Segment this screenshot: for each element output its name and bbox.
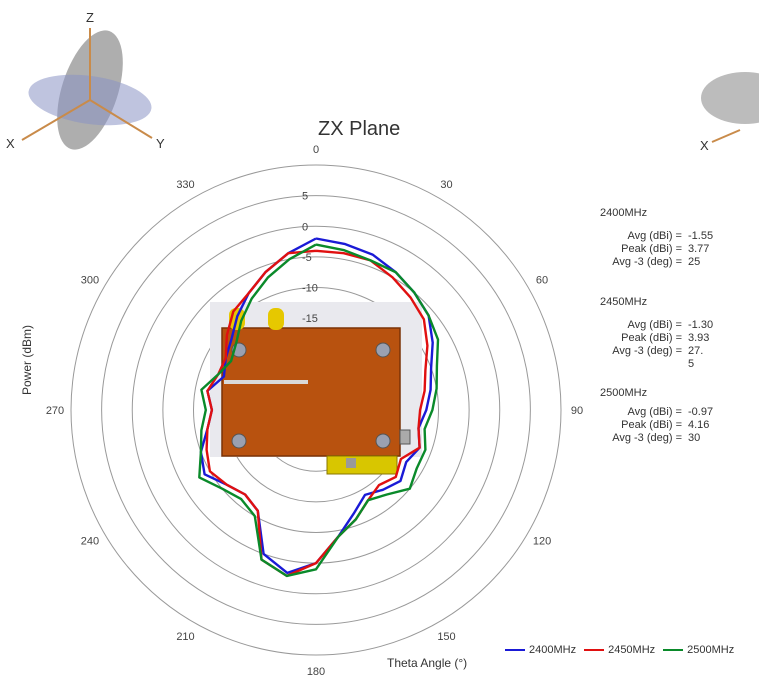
grid-ring: [193, 287, 439, 533]
avg-label: Avg (dBi) =: [627, 230, 682, 242]
peak-value: 3.93: [688, 332, 710, 344]
angle-tick-label: 0: [313, 144, 319, 156]
angle-tick-label: 210: [176, 631, 194, 643]
legend-swatch: [663, 649, 684, 651]
angle-tick-label: 30: [440, 179, 452, 191]
angle-tick-label: 120: [533, 536, 551, 548]
bracket: [326, 455, 398, 475]
grid-ring: [101, 195, 531, 625]
stats-frequency: 2400MHz: [600, 207, 648, 219]
beamwidth-value: 25: [688, 256, 701, 268]
beamwidth-label: Avg -3 (deg) =: [612, 256, 682, 268]
beamwidth-label: Avg -3 (deg) =: [612, 345, 682, 357]
angle-tick-label: 60: [536, 275, 548, 287]
peak-value: 3.77: [688, 243, 710, 255]
legend-item: 2500MHz: [663, 644, 734, 656]
radial-tick-label: -5: [302, 252, 312, 264]
device-board-image: [210, 302, 422, 475]
mount-hole: [375, 342, 391, 358]
led-right: [268, 308, 284, 330]
angle-tick-label: 180: [307, 666, 325, 675]
series-line-2450MHz: [205, 249, 429, 578]
legend-label: 2400MHz: [529, 644, 577, 656]
antenna-trace: [224, 380, 308, 384]
orientation-x2-axis: [711, 129, 741, 143]
angle-tick-label: 240: [81, 536, 99, 548]
chart-title: ZX Plane: [318, 118, 401, 140]
axes-orientation-icon-cropped: X: [700, 72, 759, 153]
avg-label: Avg (dBi) =: [627, 406, 682, 418]
grid-ring: [70, 164, 562, 656]
peak-label: Peak (dBi) =: [621, 332, 682, 344]
axes-orientation-icon: Z X Y: [6, 10, 165, 151]
axis-z-label: Z: [86, 10, 94, 25]
peak-label: Peak (dBi) =: [621, 243, 682, 255]
legend-item: 2400MHz: [505, 644, 576, 656]
connector: [399, 429, 411, 445]
orientation-x-axis: [21, 99, 91, 141]
angle-tick-label: 330: [176, 179, 194, 191]
series-group: [198, 237, 440, 578]
axis-x2-label: X: [700, 138, 709, 153]
board-pcb: [221, 327, 401, 457]
radial-tick-label: -10: [302, 283, 318, 295]
beamwidth-value: 27.: [688, 345, 704, 357]
polar-labels: 5 0 -5 -10 -15 0 30 60 90 120 150 180 210 240 270 300 33…: [46, 144, 583, 675]
beamwidth-value-continued: 5: [688, 358, 695, 370]
angle-axis-label: Theta Angle (°): [387, 656, 468, 670]
beamwidth-label: Avg -3 (deg) =: [612, 432, 682, 444]
radial-axis-label: Power (dBm): [20, 324, 34, 395]
stats-frequency: 2450MHz: [600, 296, 648, 308]
angle-tick-label: 150: [437, 631, 455, 643]
axis-y-label: Y: [156, 136, 165, 151]
peak-value: 4.16: [688, 419, 710, 431]
beamwidth-value: 30: [688, 432, 701, 444]
legend-swatch: [584, 649, 605, 651]
radial-tick-label: 0: [302, 221, 308, 233]
angle-tick-label: 90: [571, 405, 583, 417]
stats-block-2500: 2500MHz Avg (dBi) = -0.97 Peak (dBi) = 4.1…: [566, 387, 738, 445]
legend-label: 2450MHz: [608, 644, 656, 656]
chart-legend: 2400MHz 2450MHz 2500MHz: [505, 644, 742, 656]
bracket-tab: [346, 458, 356, 468]
peak-label: Peak (dBi) =: [621, 419, 682, 431]
orientation-y-axis: [89, 99, 153, 139]
legend-item: 2450MHz: [584, 644, 655, 656]
orientation-plane-cropped: [701, 72, 759, 124]
angle-tick-label: 300: [81, 275, 99, 287]
avg-value: -1.55: [688, 230, 714, 242]
grid-ring: [131, 225, 501, 595]
mount-hole: [231, 433, 247, 449]
legend-label: 2500MHz: [687, 644, 735, 656]
radial-tick-label: 5: [302, 191, 308, 203]
avg-label: Avg (dBi) =: [627, 319, 682, 331]
stats-block-2400: 2400MHz Avg (dBi) = -1.55 Peak (dBi) = 3.7…: [566, 207, 738, 269]
stats-block-2450: 2450MHz Avg (dBi) = -1.30 Peak (dBi) = 3.9…: [566, 296, 738, 371]
legend-swatch: [505, 649, 525, 651]
avg-value: -1.30: [688, 319, 714, 331]
mount-hole: [375, 433, 391, 449]
angle-tick-label: 270: [46, 405, 64, 417]
axis-x-label: X: [6, 136, 15, 151]
radial-tick-label: -15: [302, 313, 318, 325]
stats-frequency: 2500MHz: [600, 387, 648, 399]
series-line-2500MHz: [198, 243, 440, 578]
avg-value: -0.97: [688, 406, 714, 418]
